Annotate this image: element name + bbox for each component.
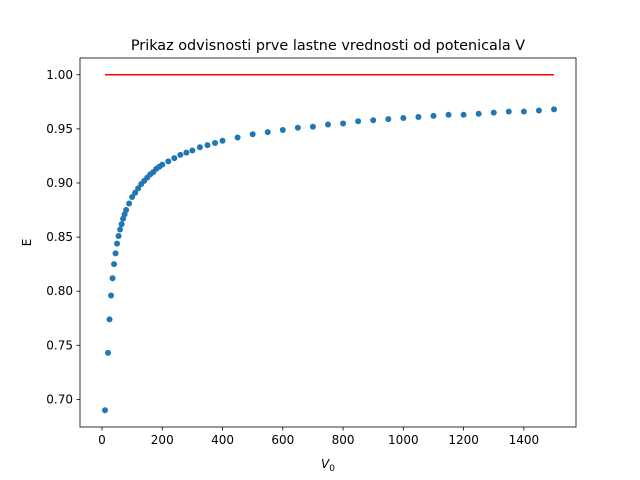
scatter-point: [109, 275, 116, 282]
scatter-point: [189, 147, 196, 154]
scatter-point: [445, 111, 452, 118]
plot-area: [102, 74, 557, 414]
scatter-point: [385, 116, 392, 123]
scatter-point: [460, 111, 467, 118]
scatter-point: [279, 126, 286, 133]
scatter-point: [102, 407, 109, 414]
scatter-point: [340, 120, 347, 127]
scatter-point: [135, 185, 142, 192]
scatter-point: [123, 207, 130, 214]
y-axis-label: E: [20, 239, 34, 247]
scatter-point: [370, 117, 377, 124]
x-axis: 0 200 400 600 800 1000 1200 1400: [98, 427, 539, 447]
scatter-point: [264, 129, 271, 136]
scatter-point: [234, 134, 241, 141]
scatter-point: [165, 158, 172, 165]
scatter-point: [106, 316, 113, 323]
scatter-point: [177, 151, 184, 158]
x-tick-label: 600: [271, 433, 294, 447]
y-tick-label: 0.70: [46, 392, 73, 406]
scatter-point: [108, 292, 115, 299]
y-tick-label: 0.85: [46, 230, 73, 244]
scatter-point: [183, 149, 190, 156]
x-tick-label: 1200: [448, 433, 479, 447]
x-tick-label: 1000: [388, 433, 419, 447]
scatter-point: [249, 131, 256, 138]
y-tick-label: 0.75: [46, 338, 73, 352]
scatter-point: [294, 124, 301, 131]
chart-title: Prikaz odvisnosti prve lastne vrednosti …: [131, 38, 525, 54]
axes-frame: [79, 57, 577, 428]
scatter-point: [475, 110, 482, 117]
scatter-point: [219, 137, 226, 144]
scatter-point: [355, 118, 362, 125]
scatter-point: [325, 121, 331, 128]
scatter-point: [204, 142, 211, 149]
scatter-point: [309, 123, 316, 130]
x-tick-label: 1400: [509, 433, 540, 447]
scatter-point: [490, 109, 497, 116]
scatter-point: [196, 144, 203, 151]
scatter-point: [112, 250, 119, 257]
y-tick-label: 1.00: [46, 68, 73, 82]
scatter-point: [535, 107, 542, 114]
x-tick-label: 0: [98, 433, 106, 447]
scatter-point: [159, 161, 166, 168]
y-tick-label: 0.95: [46, 122, 73, 136]
scatter-point: [505, 108, 512, 115]
scatter-point: [126, 200, 133, 207]
scatter-point: [118, 221, 125, 228]
scatter-point: [114, 240, 121, 247]
scatter-point: [105, 349, 112, 356]
y-axis: 0.70 0.75 0.80 0.85 0.90 0.95 1.00: [46, 68, 80, 406]
scatter-point: [400, 115, 407, 122]
x-tick-label: 800: [332, 433, 355, 447]
x-tick-label: 200: [151, 433, 174, 447]
y-tick-label: 0.80: [46, 284, 73, 298]
scatter-point: [415, 113, 422, 120]
y-tick-label: 0.90: [46, 176, 73, 190]
scatter-point: [132, 189, 139, 196]
scatter-point: [551, 106, 557, 113]
scatter-point: [430, 112, 437, 119]
x-tick-label: 400: [211, 433, 234, 447]
x-axis-label-subscript: 0: [329, 464, 335, 474]
x-axis-label-base: V: [321, 457, 330, 471]
scatter-point: [117, 226, 124, 233]
scatter-point: [212, 139, 218, 146]
scatter-point: [111, 261, 118, 268]
scatter-point: [520, 108, 527, 115]
x-axis-label: V0: [321, 457, 335, 474]
scatter-point: [129, 194, 136, 201]
scatter-point: [115, 233, 122, 240]
scatter-point: [171, 155, 178, 162]
